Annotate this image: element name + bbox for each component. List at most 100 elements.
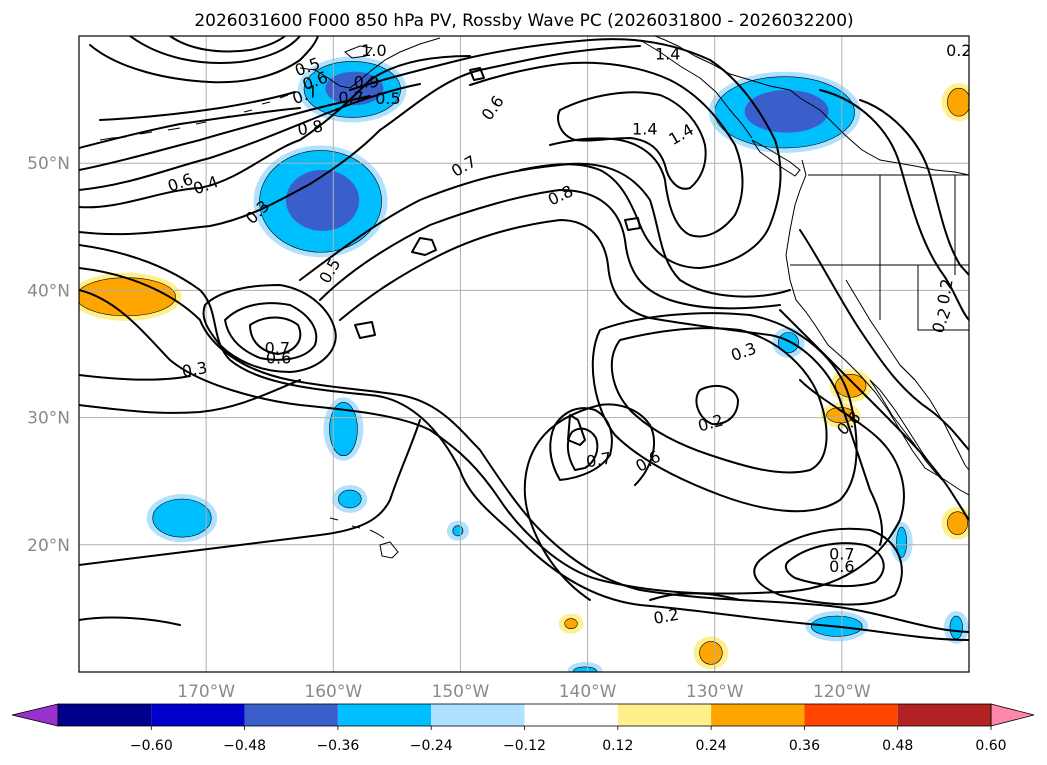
longitude-tick-labels: 170°W 160°W 150°W 140°W 130°W 120°W	[177, 682, 871, 702]
pv-contour	[299, 162, 791, 298]
colorbar-tick-label: 0.24	[696, 738, 727, 754]
colorbar-segment	[337, 704, 432, 726]
north-america-coast	[654, 36, 969, 176]
shaded-region	[152, 498, 212, 538]
latitude-tick-label: 50°N	[27, 154, 70, 174]
pv-contour	[79, 374, 191, 381]
pv-contour	[624, 217, 641, 231]
pv-contour	[224, 302, 318, 361]
pv-anomaly-shading	[79, 56, 969, 672]
contour-label: 1.4	[655, 45, 680, 64]
pv-contour	[567, 414, 586, 446]
pv-contour	[319, 189, 781, 310]
se-alaska-panhandle	[639, 39, 753, 139]
contour-label: 0.7	[265, 338, 290, 357]
contour-label: 0.7	[585, 448, 613, 471]
alaska-peninsula	[299, 37, 441, 89]
contour-label: 1.4	[632, 120, 657, 139]
colorbar-tick-label: −0.12	[503, 738, 546, 754]
pv-contour	[610, 327, 828, 474]
colorbar-segment	[617, 704, 712, 726]
pv-contour	[79, 379, 301, 414]
contour-label: 0.6	[829, 557, 854, 576]
shaded-region	[949, 615, 963, 640]
colorbar-segment	[58, 704, 152, 726]
pv-contour	[79, 267, 969, 633]
colorbar-tick-label: −0.24	[410, 738, 453, 754]
shaded-region	[947, 511, 969, 535]
contour-label: 0.7	[338, 88, 363, 107]
colorbar-under-arrow	[11, 703, 59, 727]
us-west-coast	[785, 159, 969, 496]
vancouver-island	[751, 139, 801, 177]
colorbar-segment	[244, 704, 338, 726]
colorbar-segment	[431, 704, 525, 726]
longitude-tick-label: 150°W	[432, 682, 490, 702]
pv-contour	[349, 38, 782, 269]
shaded-region-core	[744, 89, 829, 133]
longitude-tick-label: 120°W	[813, 682, 871, 702]
pv-contour	[79, 55, 471, 209]
longitude-tick-label: 170°W	[177, 682, 235, 702]
contour-label: 0.8	[296, 116, 324, 139]
pv-contour	[819, 89, 969, 321]
baja-california	[869, 379, 943, 481]
mexico-mainland	[899, 364, 969, 471]
pv-contour	[79, 244, 969, 641]
colorbar-tick-label: −0.48	[223, 738, 266, 754]
pv-contour	[784, 542, 885, 588]
pv-contour	[79, 419, 421, 566]
contour-label: 0.3	[180, 358, 208, 381]
pv-contour	[557, 91, 707, 190]
map-title: 2026031600 F000 850 hPa PV, Rossby Wave …	[194, 11, 853, 31]
pv-contour	[566, 427, 599, 471]
colorbar: −0.60 −0.48 −0.36 −0.24 −0.12 0.12 0.24 0.36 0.4…	[11, 703, 1035, 754]
shaded-region	[896, 526, 907, 558]
shaded-region-core	[285, 169, 360, 231]
coastlines	[99, 36, 969, 559]
colorbar-segment	[897, 704, 991, 726]
shaded-region-core	[98, 284, 158, 308]
map-frame	[78, 35, 970, 673]
pv-contour	[859, 99, 969, 276]
shaded-region	[329, 402, 358, 457]
latitude-tick-labels: 20°N 30°N 40°N 50°N	[27, 154, 70, 556]
colorbar-segment	[804, 704, 898, 726]
pv-contour	[411, 237, 437, 256]
shaded-region	[947, 87, 969, 117]
shaded-region	[452, 525, 464, 537]
shaded-region	[835, 374, 867, 398]
longitude-tick-label: 130°W	[686, 682, 744, 702]
pv-contours	[79, 36, 969, 641]
pv-contour	[779, 309, 969, 521]
shaded-region	[564, 618, 578, 630]
map-area: 0.50.60.71.00.7 0.50.90.80.60.40.30.50.60…	[79, 36, 969, 672]
pv-contour	[249, 316, 302, 355]
longitude-tick-label: 160°W	[304, 682, 362, 702]
latitude-tick-label: 20°N	[27, 536, 70, 556]
pv-contour	[549, 407, 613, 481]
pv-contour	[89, 36, 319, 84]
colorbar-segment	[711, 704, 805, 726]
shaded-region	[338, 489, 362, 509]
pv-contour	[753, 527, 903, 606]
colorbar-segment	[151, 704, 245, 726]
pv-contour	[79, 107, 301, 149]
pv-contour	[354, 321, 376, 339]
pv-contour	[169, 36, 286, 53]
colorbar-tick-label: 0.36	[789, 738, 820, 754]
colorbar-tick-label: 0.60	[975, 738, 1006, 754]
latitude-tick-label: 30°N	[27, 409, 70, 429]
colorbar-segment	[524, 704, 618, 726]
contour-label: 0.6	[266, 349, 291, 368]
contour-label: 1.0	[361, 41, 386, 60]
pv-contour	[649, 592, 741, 601]
pv-contour	[79, 95, 371, 171]
longitude-tick-label: 140°W	[559, 682, 617, 702]
pv-contour	[202, 284, 337, 373]
pv-contour	[79, 45, 641, 236]
contour-label: 0.2	[652, 605, 680, 628]
pv-contour	[79, 289, 905, 595]
latitude-tick-label: 40°N	[27, 281, 70, 301]
shaded-region	[699, 641, 723, 665]
